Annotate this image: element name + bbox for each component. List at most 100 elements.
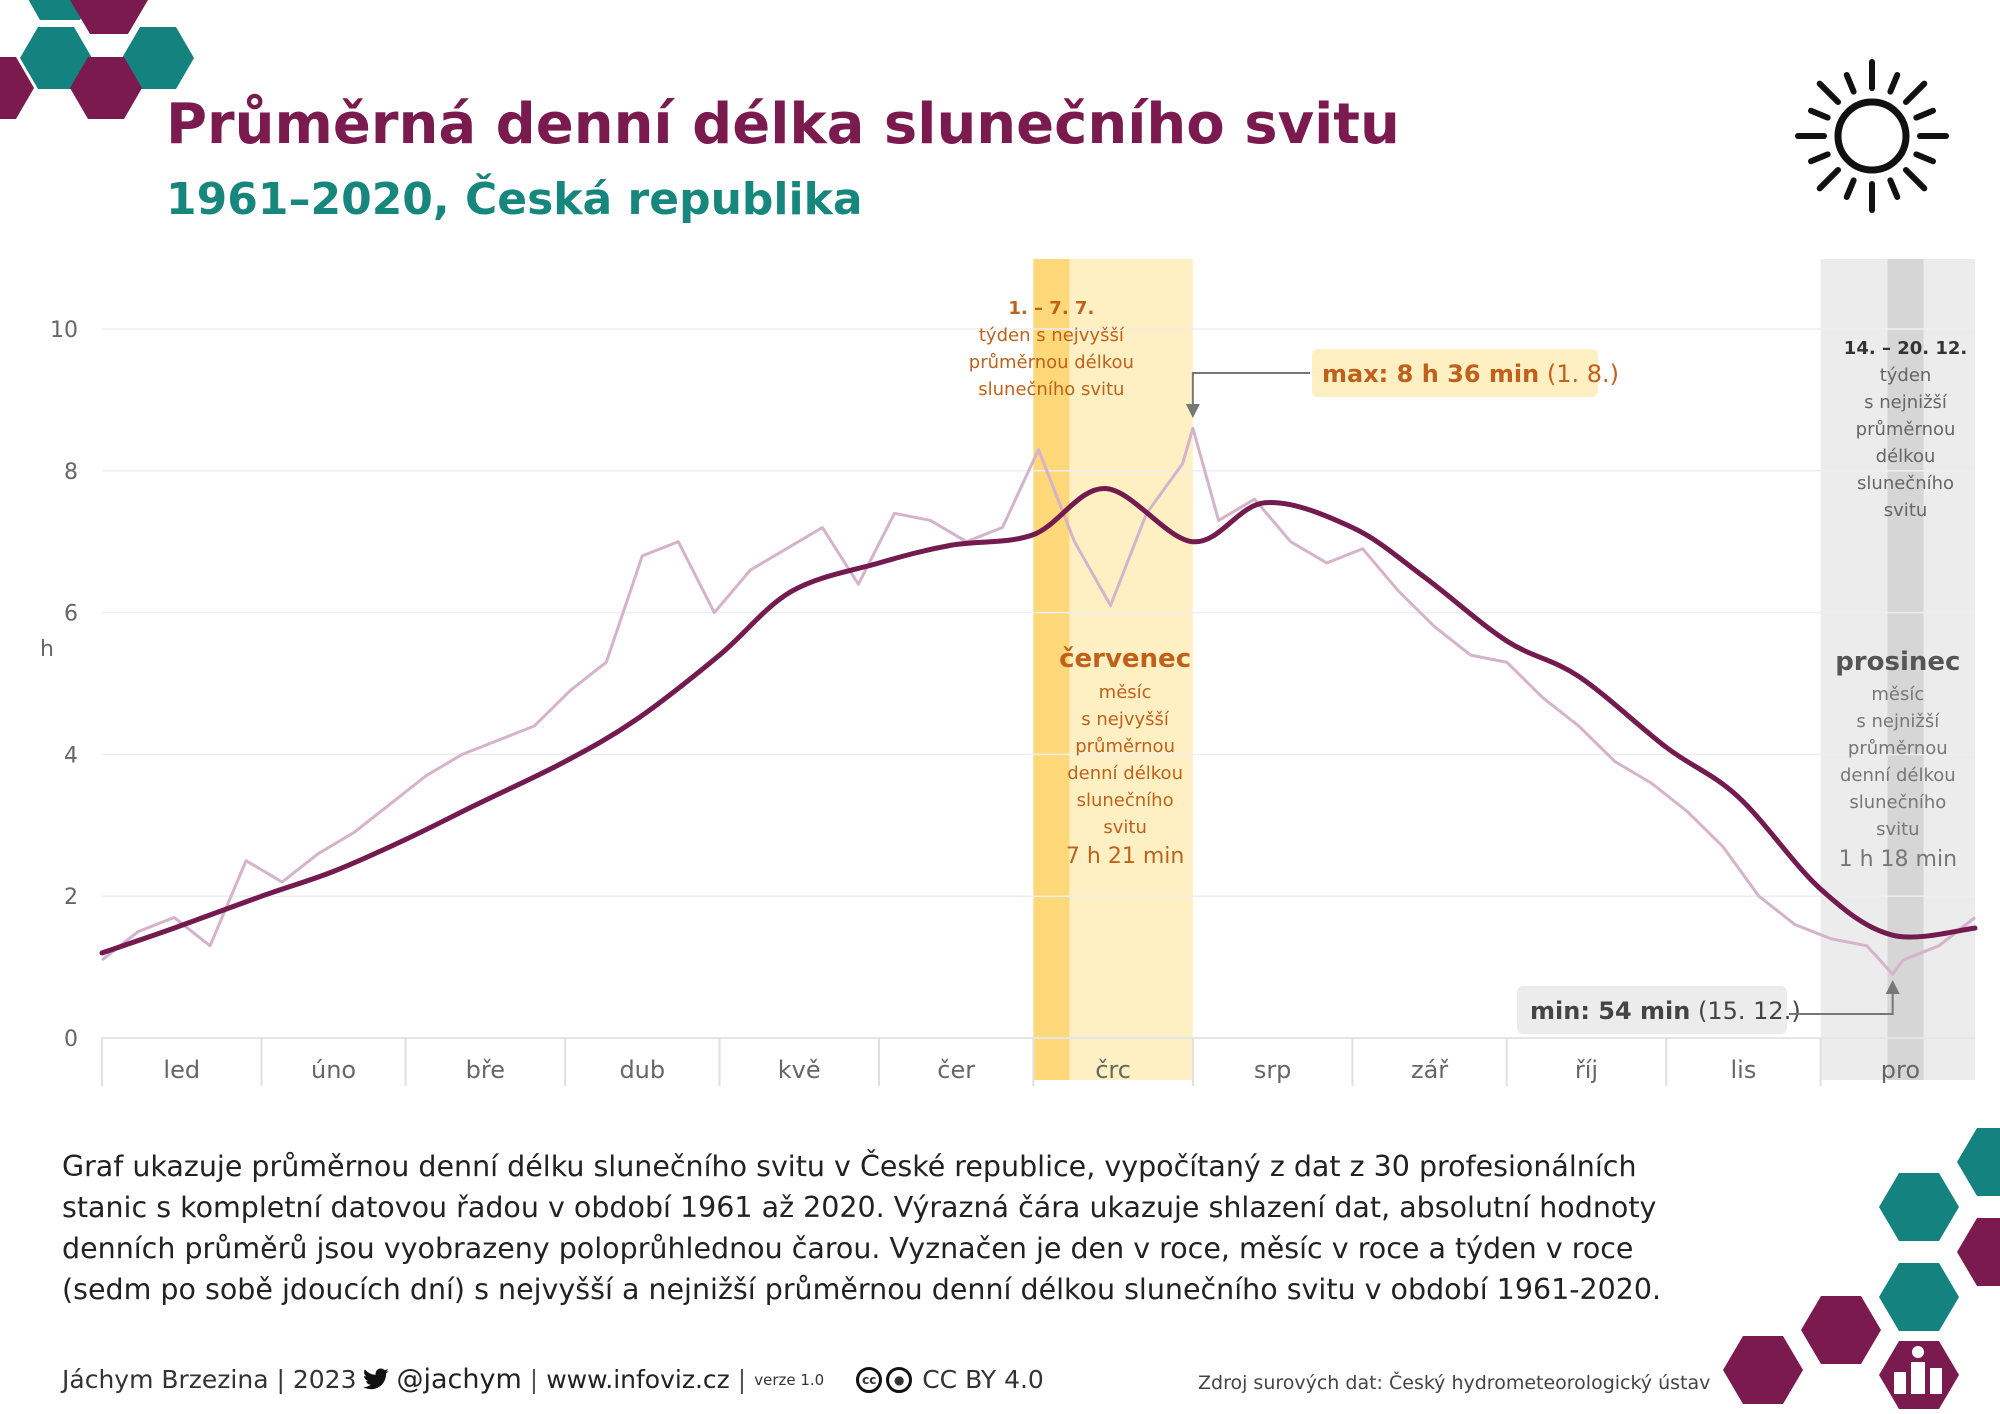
license-badge: cc ● CC BY 4.0 (856, 1365, 1044, 1394)
hexagon-purple (1957, 1218, 2000, 1286)
footer-credits: Jáchym Brzezina | 2023 @jachym | www.inf… (62, 1364, 1044, 1395)
min-value: min: 54 min (1530, 997, 1690, 1025)
chart-series (99, 426, 1978, 976)
winter-week-dates: 14. – 20. 12. (1844, 338, 1967, 359)
y-axis-label: h (40, 637, 54, 662)
hexagon-purple (1801, 1296, 1881, 1364)
sun-ray (1808, 107, 1831, 121)
winter-week-text: slunečního (1857, 473, 1954, 494)
sun-ray (1816, 166, 1842, 192)
sun-ray (1808, 151, 1831, 165)
website-link[interactable]: www.infoviz.cz (546, 1365, 730, 1394)
summer-week-text: týden s nejvyšší (979, 325, 1125, 346)
cc-icon: cc (856, 1366, 883, 1393)
sun-ray (1887, 177, 1901, 200)
winter-week-text: průměrnou (1856, 419, 1956, 440)
summer-week-text: slunečního svitu (978, 379, 1124, 400)
winter-month-text: denní délkou (1840, 765, 1956, 786)
min-arrow-head (1885, 980, 1900, 994)
by-icon: ● (886, 1366, 913, 1393)
smoothed-line (99, 486, 1978, 956)
hexagon-teal (20, 27, 92, 89)
summer-week-text: průměrnou délkou (969, 352, 1134, 373)
summer-month-text: slunečního (1077, 790, 1174, 811)
y-tick-label: 2 (64, 885, 78, 910)
winter-month-text: svitu (1876, 819, 1920, 840)
winter-month-name: prosinec (1835, 647, 1960, 677)
y-tick-label: 8 (64, 460, 78, 485)
twitter-handle-link[interactable]: @jachym (396, 1364, 522, 1395)
page-title: Průměrná denní délka slunečního svitu (166, 92, 1400, 157)
sun-ray (1902, 80, 1928, 106)
footer-separator: | (529, 1365, 539, 1394)
summer-month-text: svitu (1103, 817, 1147, 838)
winter-month-text: slunečního (1849, 792, 1946, 813)
max-arrow-head (1185, 404, 1200, 418)
sun-ray (1843, 72, 1857, 95)
y-tick-label: 0 (64, 1027, 78, 1052)
data-source-note: Zdroj surových dat: Český hydrometeorolo… (1198, 1372, 1711, 1394)
hexagon-decoration-top-left (0, 0, 194, 119)
x-tick-label: zář (1411, 1056, 1449, 1084)
min-label-box (1517, 986, 1787, 1034)
hexagon-decoration-bottom-right (1723, 1128, 2000, 1409)
y-tick-label: 6 (64, 602, 78, 627)
daily-values-line (101, 426, 1976, 976)
summer-month-text: průměrnou (1075, 736, 1175, 757)
x-tick-label: úno (311, 1056, 356, 1084)
y-tick-label: 10 (50, 318, 78, 343)
x-tick-label: čer (937, 1056, 975, 1084)
x-tick-label: pro (1881, 1056, 1920, 1084)
x-tick-label: říj (1575, 1056, 1598, 1084)
max-label: max: 8 h 36 min (1. 8.) (1322, 360, 1619, 388)
page-subtitle: 1961–2020, Česká republika (166, 174, 863, 225)
x-tick-label: dub (619, 1056, 665, 1084)
sun-ray (1816, 80, 1842, 106)
x-tick-label: lis (1731, 1056, 1757, 1084)
chart-annotations: 1. – 7. 7. týden s nejvyšší průměrnou délk… (969, 298, 1967, 1034)
winter-week-text: délkou (1876, 446, 1936, 467)
summer-month-text: měsíc (1099, 682, 1152, 703)
hexagon-teal (1879, 1263, 1959, 1331)
hexagon-teal (1879, 1173, 1959, 1241)
sun-ray (1902, 166, 1928, 192)
x-tick-label: črc (1095, 1056, 1131, 1084)
twitter-bird-icon (363, 1367, 390, 1389)
x-tick-label: srp (1254, 1056, 1292, 1084)
summer-month-text: denní délkou (1067, 763, 1183, 784)
winter-month-value: 1 h 18 min (1839, 847, 1957, 872)
summer-month-value: 7 h 21 min (1066, 844, 1184, 869)
y-tick-label: 4 (64, 743, 78, 768)
summer-month-text: s nejvyšší (1081, 709, 1170, 730)
sun-ray (1913, 151, 1936, 165)
winter-week-band (1887, 259, 1924, 1080)
winter-week-text: týden (1880, 365, 1932, 386)
min-arrow-line (1789, 992, 1894, 1015)
min-date: (15. 12.) (1690, 997, 1800, 1025)
max-value: max: 8 h 36 min (1322, 360, 1539, 388)
sunshine-line-chart: 0 2 4 6 8 10 h led úno bře dub kvě čer črc srp zář říj li… (40, 259, 1978, 1086)
min-label: min: 54 min (15. 12.) (1530, 997, 1801, 1025)
chart-axes: 0 2 4 6 8 10 h led úno bře dub kvě čer črc srp zář říj li… (40, 318, 1975, 1086)
summer-week-band (1033, 259, 1070, 1080)
winter-month-text: průměrnou (1848, 738, 1948, 759)
hexagon-teal (122, 27, 194, 89)
x-tick-label: kvě (778, 1056, 821, 1084)
hexagon-teal (1957, 1128, 2000, 1196)
chart-description: Graf ukazuje průměrnou denní délku slune… (62, 1150, 1662, 1306)
license-text: CC BY 4.0 (922, 1365, 1044, 1394)
summer-week-dates: 1. – 7. 7. (1008, 298, 1094, 319)
footer-author: Jáchym Brzezina | 2023 (62, 1365, 357, 1394)
hexagon-purple (70, 0, 148, 34)
infoviz-logo-icon (1894, 1346, 1942, 1394)
winter-month-text: měsíc (1871, 684, 1924, 705)
max-date: (1. 8.) (1539, 360, 1619, 388)
x-tick-label: led (163, 1056, 200, 1084)
x-tick-label: bře (466, 1056, 505, 1084)
hexagon-purple (0, 57, 34, 119)
winter-week-text: svitu (1884, 500, 1928, 521)
sun-icon (1795, 59, 1949, 213)
sun-ray (1913, 107, 1936, 121)
max-arrow-line (1191, 372, 1310, 407)
sun-ray (1887, 72, 1901, 95)
